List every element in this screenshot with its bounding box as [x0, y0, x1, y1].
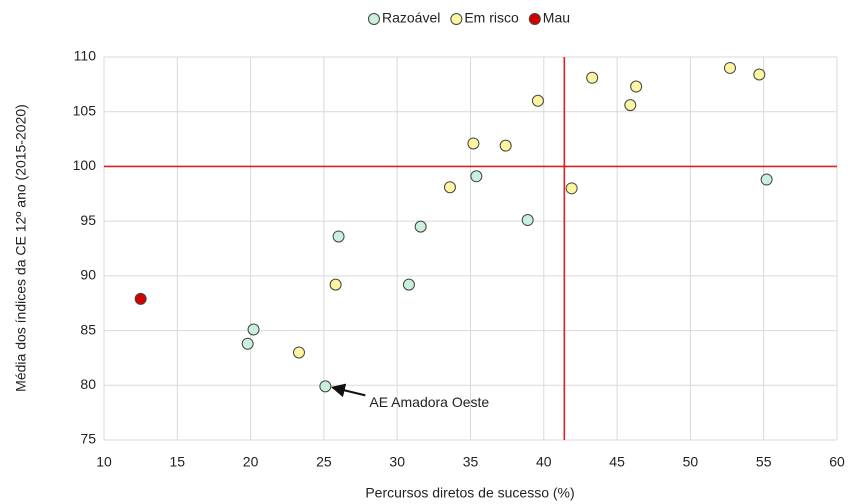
- x-tick-label: 50: [683, 454, 699, 470]
- point: [402, 278, 415, 291]
- point: [134, 292, 147, 305]
- x-tick-label: 55: [756, 454, 772, 470]
- legend-label: Em risco: [464, 10, 519, 26]
- point: [630, 80, 643, 93]
- x-tick-label: 35: [463, 454, 479, 470]
- point: [753, 68, 766, 81]
- point: [247, 323, 260, 336]
- legend-marker: [367, 13, 380, 25]
- legend-label: Razoável: [382, 10, 440, 26]
- x-tick-label: 15: [170, 454, 186, 470]
- y-tick-label: 80: [80, 376, 96, 392]
- legend-marker: [450, 13, 463, 25]
- y-axis-title: Média dos índices da CE 12º ano (2015-20…: [13, 104, 29, 392]
- point: [292, 346, 305, 359]
- x-axis-title: Percursos diretos de sucesso (%): [365, 485, 574, 501]
- x-tick-label: 40: [536, 454, 552, 470]
- x-tick-label: 60: [829, 454, 845, 470]
- point: [586, 71, 599, 84]
- point: [467, 137, 480, 150]
- point: [332, 230, 345, 243]
- point: [565, 182, 578, 195]
- point: [443, 181, 456, 194]
- y-tick-label: 75: [80, 431, 96, 447]
- point: [241, 337, 254, 350]
- x-tick-label: 30: [389, 454, 405, 470]
- y-tick-label: 105: [73, 102, 97, 118]
- x-tick-label: 25: [316, 454, 332, 470]
- y-tick-label: 100: [73, 157, 97, 173]
- point: [499, 139, 512, 152]
- point: [470, 170, 483, 183]
- point: [414, 220, 427, 233]
- annotation-arrow: [331, 383, 366, 398]
- legend-label: Mau: [543, 10, 570, 26]
- y-tick-label: 90: [80, 267, 96, 283]
- legend-marker: [528, 13, 541, 25]
- x-tick-label: 45: [609, 454, 625, 470]
- point: [760, 173, 773, 186]
- point: [329, 278, 342, 291]
- point: [723, 61, 736, 74]
- y-tick-label: 110: [74, 48, 97, 64]
- annotation: AE Amadora Oeste: [369, 394, 489, 410]
- y-tick-label: 85: [80, 321, 96, 337]
- x-tick-label: 20: [243, 454, 259, 470]
- y-tick-label: 95: [80, 212, 96, 228]
- point: [624, 99, 637, 112]
- point: [521, 214, 534, 227]
- point: [531, 94, 544, 107]
- x-tick-label: 10: [96, 454, 112, 470]
- point: [319, 380, 332, 393]
